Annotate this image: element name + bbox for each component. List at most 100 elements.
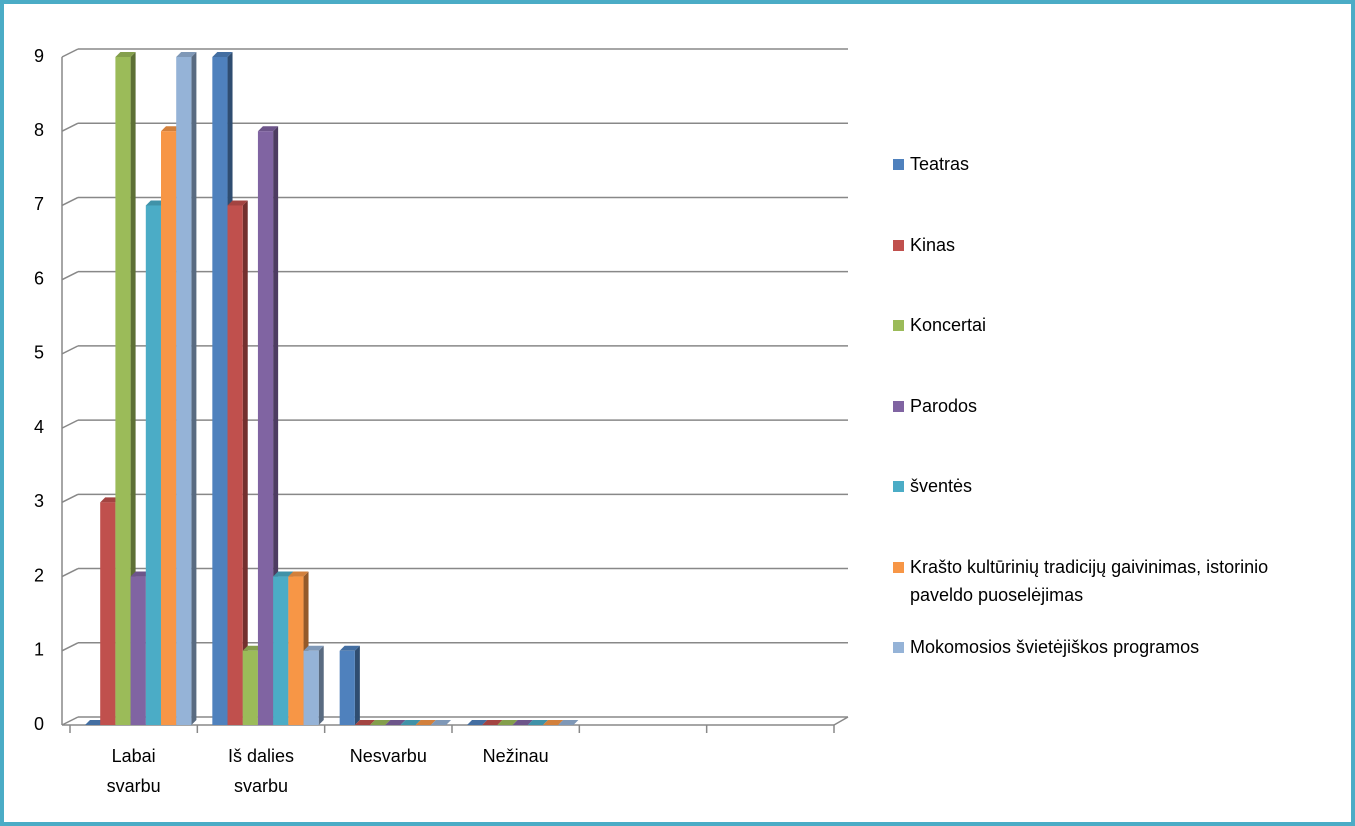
legend-swatch: [893, 400, 904, 412]
bar: [385, 720, 406, 725]
bar-top: [415, 720, 436, 725]
bar: [467, 720, 488, 725]
bar-top: [100, 497, 121, 503]
bar-side: [242, 200, 248, 725]
legend-swatch: [893, 561, 904, 573]
bar-front: [257, 131, 274, 725]
bar-top: [257, 126, 279, 132]
bar: [543, 720, 564, 725]
bar: [115, 52, 136, 725]
bar: [339, 645, 360, 725]
legend-label: Teatras: [910, 154, 970, 174]
bar-top: [288, 571, 309, 577]
y-tick-label: 0: [34, 714, 44, 734]
bar-top: [130, 571, 151, 577]
bar: [430, 720, 452, 725]
bar-side: [354, 645, 360, 725]
bar-front: [227, 205, 243, 725]
bar-top: [430, 720, 452, 725]
legend-item: Parodos: [893, 392, 1333, 420]
legend-label: Parodos: [910, 395, 978, 416]
bar-front: [242, 650, 258, 725]
bar-front: [161, 131, 177, 725]
legend-swatch: [893, 481, 904, 492]
bar-top: [527, 720, 548, 725]
grid-depth: [61, 567, 79, 578]
bar-front: [115, 57, 131, 725]
legend-label: Krašto kultūrinių tradicijų gaivinimas, …: [910, 556, 1269, 605]
bar: [370, 720, 391, 725]
legend-label: Mokomosios švietėjiškos programos: [910, 637, 1200, 657]
y-tick-label: 8: [34, 120, 44, 140]
y-tick-label: 2: [34, 565, 44, 585]
legend-swatch: [893, 239, 904, 251]
bar-front: [100, 502, 116, 725]
bar-front: [212, 57, 228, 725]
bar-top: [558, 720, 579, 725]
bar-front: [176, 57, 192, 725]
legend-label: Koncertai: [910, 315, 987, 335]
bar-top: [115, 52, 136, 57]
bar: [303, 645, 324, 725]
bar-front: [288, 576, 304, 725]
grid-depth: [61, 419, 79, 429]
legend-item: Mokomosios švietėjiškos programos: [893, 633, 1333, 661]
bar: [512, 720, 533, 725]
x-tick-label: Iš dalies svarbu: [227, 746, 295, 796]
y-tick-label: 3: [34, 491, 44, 511]
y-tick-label: 9: [34, 46, 44, 66]
bar-top: [385, 720, 406, 725]
grid-depth: [61, 122, 79, 132]
bar: [497, 720, 518, 725]
legend-item: Koncertai: [893, 311, 1333, 339]
y-tick-label: 4: [34, 417, 44, 437]
y-tick-label: 5: [34, 343, 44, 363]
legend-item: Teatras: [893, 150, 1333, 178]
bar: [558, 720, 579, 725]
bar-top: [400, 720, 421, 725]
bar-top: [242, 645, 263, 651]
bar-front: [339, 650, 355, 725]
bar-top: [543, 720, 564, 725]
bar: [482, 720, 503, 725]
legend-swatch: [893, 159, 904, 170]
bar-front: [273, 576, 289, 725]
bar-top: [145, 200, 166, 206]
floor-depth: [833, 716, 849, 726]
grid-depth: [61, 196, 79, 207]
bar-top: [370, 720, 391, 725]
bar: [354, 720, 376, 725]
bar-top: [497, 720, 518, 725]
legend-swatch: [893, 642, 904, 653]
bar-front: [130, 576, 146, 725]
x-tick-label: Labai svarbu: [106, 746, 161, 796]
bar-side: [130, 52, 136, 725]
grid-depth: [61, 716, 79, 726]
grid-depth: [61, 345, 79, 355]
y-tick-label: 7: [34, 194, 44, 214]
y-tick-label: 1: [34, 640, 44, 660]
y-tick-label: 6: [34, 268, 44, 288]
bar: [85, 720, 106, 725]
bar-top: [303, 645, 324, 651]
x-tick-label: Nežinau: [482, 746, 549, 766]
grid-depth: [61, 493, 79, 504]
bar-front: [303, 650, 319, 725]
bar-front: [145, 205, 161, 725]
bar-top: [212, 52, 233, 57]
bar-top: [354, 720, 376, 725]
bar-top: [482, 720, 503, 725]
grid-depth: [61, 642, 79, 652]
bar-top: [161, 126, 182, 132]
legend-item: Kinas: [893, 231, 1333, 259]
bar: [176, 52, 197, 725]
bar-top: [176, 52, 197, 57]
grid-depth: [61, 270, 79, 281]
bar: [415, 720, 436, 725]
bar-top: [273, 571, 294, 577]
legend-label: Kinas: [910, 234, 956, 255]
grid-depth: [61, 48, 79, 58]
bar-top: [85, 720, 106, 725]
